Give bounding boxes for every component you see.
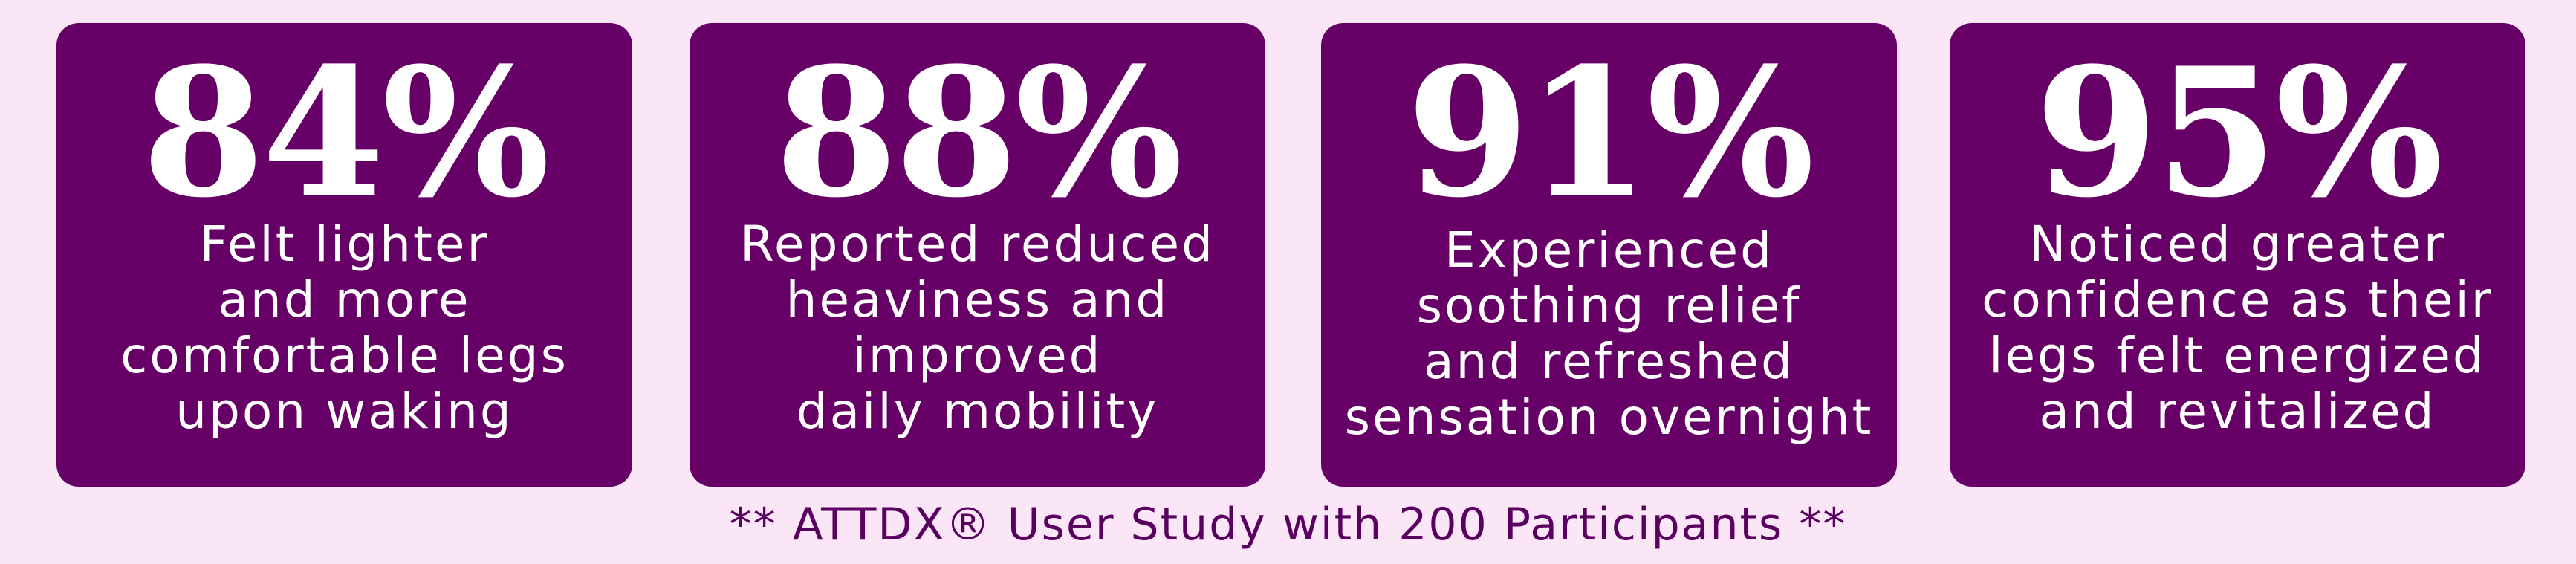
stat-description-line: and revitalized xyxy=(2039,383,2436,440)
stat-percent: 91% xyxy=(1406,30,1814,237)
stat-description: Experienced soothing relief and refreshe… xyxy=(1321,222,1897,445)
stat-description-line: upon waking xyxy=(175,383,513,440)
stat-card-91: 91% Experienced soothing relief and refr… xyxy=(1321,23,1897,487)
stat-description-line: comfortable legs xyxy=(120,327,569,384)
study-footnote: ** ATTDX® User Study with 200 Participan… xyxy=(729,499,1847,551)
stat-description: Felt lighter and more comfortable legs u… xyxy=(56,216,632,439)
stat-description: Reported reduced heaviness and improved … xyxy=(690,216,1265,439)
stat-description-line: sensation overnight xyxy=(1344,389,1874,446)
stat-description: Noticed greater confidence as their legs… xyxy=(1950,216,2525,439)
stat-description-line: Experienced xyxy=(1444,221,1774,279)
stat-description-line: legs felt energized xyxy=(1989,327,2486,384)
stat-percent: 84% xyxy=(141,30,550,237)
stat-description-line: improved xyxy=(852,327,1103,384)
stat-description-line: and more xyxy=(218,271,471,328)
stat-percent: 95% xyxy=(2034,30,2443,237)
stat-description-line: Reported reduced xyxy=(739,215,1216,273)
stat-card-88: 88% Reported reduced heaviness and impro… xyxy=(690,23,1265,487)
stat-description-line: soothing relief xyxy=(1416,277,1802,334)
stat-description-line: Noticed greater xyxy=(2029,215,2446,273)
stat-percent: 88% xyxy=(774,30,1183,237)
stat-card-95: 95% Noticed greater confidence as their … xyxy=(1950,23,2525,487)
stat-description-line: Felt lighter xyxy=(199,215,490,273)
stat-description-line: and refreshed xyxy=(1424,333,1794,390)
stat-description-line: confidence as their xyxy=(1982,271,2494,328)
stat-description-line: daily mobility xyxy=(796,383,1159,440)
stat-description-line: heaviness and xyxy=(785,271,1169,328)
stat-card-84: 84% Felt lighter and more comfortable le… xyxy=(56,23,632,487)
